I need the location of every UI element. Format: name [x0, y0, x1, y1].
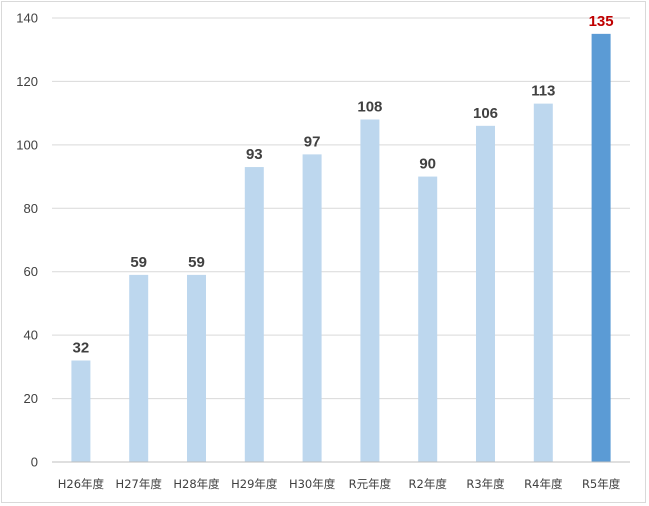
x-axis-category-labels: H26年度 H27年度 H28年度 H29年度 H30年度 R元年度 R2年度 R3年度 R4年… [58, 477, 621, 491]
gridlines [52, 17, 630, 400]
data-label-9: 135 [589, 13, 614, 30]
y-tick-label: 60 [24, 264, 38, 279]
data-label-5: 108 [357, 98, 382, 115]
category-label-5: R元年度 [349, 477, 392, 491]
category-label-3: H29年度 [231, 477, 278, 491]
category-label-9: R5年度 [582, 477, 621, 491]
y-tick-label: 100 [16, 137, 38, 152]
y-tick-label: 0 [31, 455, 38, 470]
bar-9 [591, 33, 611, 462]
bar-1 [129, 274, 149, 462]
category-label-2: H28年度 [173, 477, 220, 491]
data-label-2: 59 [188, 254, 205, 271]
data-label-7: 106 [473, 105, 498, 122]
data-label-3: 93 [246, 146, 263, 163]
category-label-1: H27年度 [116, 477, 163, 491]
bar-5 [360, 119, 380, 462]
data-label-8: 113 [531, 83, 555, 100]
y-tick-label: 140 [16, 11, 38, 26]
bar-2 [187, 274, 206, 462]
data-label-0: 32 [73, 340, 90, 357]
data-labels: 32 59 59 93 97 108 90 106 113 135 [73, 13, 614, 357]
category-label-7: R3年度 [466, 477, 505, 491]
bar-4 [302, 154, 322, 462]
y-tick-label: 120 [16, 74, 38, 89]
bar-0 [71, 360, 91, 462]
category-label-4: H30年度 [289, 477, 336, 491]
data-label-1: 59 [130, 254, 147, 271]
bar-7 [476, 125, 495, 462]
y-tick-label: 80 [24, 201, 38, 216]
bars [71, 33, 611, 463]
data-label-6: 90 [419, 156, 436, 173]
bar-3 [244, 167, 264, 463]
bar-8 [533, 103, 553, 462]
bar-6 [418, 176, 438, 463]
y-tick-label: 20 [24, 391, 38, 406]
y-tick-label: 40 [24, 328, 38, 343]
category-label-8: R4年度 [524, 477, 563, 491]
category-label-6: R2年度 [409, 477, 448, 491]
data-label-4: 97 [304, 133, 321, 150]
category-label-0: H26年度 [58, 477, 105, 491]
y-axis-tick-labels: 0 20 40 60 80 100 120 140 [16, 11, 38, 470]
